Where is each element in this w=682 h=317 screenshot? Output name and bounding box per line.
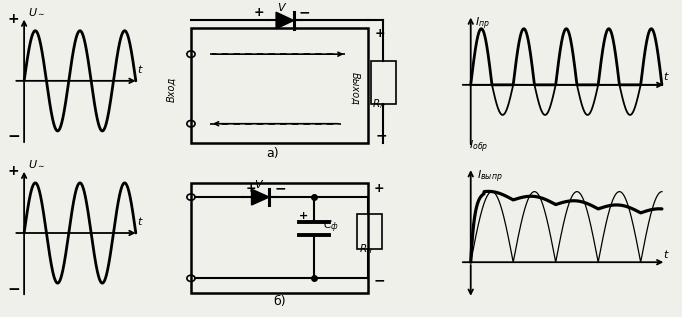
Text: −: −	[299, 5, 310, 19]
Text: б): б)	[273, 295, 286, 308]
Text: V: V	[277, 3, 285, 13]
Text: $t$: $t$	[663, 70, 670, 82]
Bar	[191, 183, 368, 293]
Text: +: +	[8, 12, 19, 26]
Text: а): а)	[267, 147, 279, 160]
Bar	[357, 214, 382, 249]
Text: $I_{выпр}$: $I_{выпр}$	[477, 169, 503, 185]
Text: +: +	[299, 211, 308, 221]
Text: −: −	[375, 128, 387, 142]
Text: $R_н$: $R_н$	[372, 97, 385, 111]
Text: $t$: $t$	[137, 215, 144, 227]
Text: $I_{пр}$: $I_{пр}$	[475, 16, 490, 32]
Text: +: +	[254, 6, 265, 19]
Text: −: −	[374, 274, 385, 288]
Text: $U_{\sim}$: $U_{\sim}$	[28, 158, 46, 169]
Polygon shape	[252, 189, 269, 205]
Text: −: −	[8, 281, 20, 297]
Text: −: −	[274, 181, 286, 195]
Bar	[191, 28, 368, 143]
Text: $R_н$: $R_н$	[359, 242, 372, 256]
Text: +: +	[374, 182, 385, 195]
Text: −: −	[8, 129, 20, 145]
Text: Вход: Вход	[167, 76, 177, 101]
Text: $C_{ф}$: $C_{ф}$	[323, 219, 340, 235]
Text: $I_{обр}$: $I_{обр}$	[469, 139, 488, 155]
Polygon shape	[276, 12, 294, 29]
Text: +: +	[375, 27, 386, 40]
Text: +: +	[8, 164, 19, 178]
Text: +: +	[246, 182, 256, 195]
Text: $t$: $t$	[137, 63, 144, 75]
Text: Выход: Выход	[350, 73, 359, 106]
Text: $t$: $t$	[663, 248, 670, 260]
Text: $U_{\sim}$: $U_{\sim}$	[28, 6, 46, 17]
Text: V: V	[254, 180, 262, 190]
Bar	[371, 61, 396, 104]
